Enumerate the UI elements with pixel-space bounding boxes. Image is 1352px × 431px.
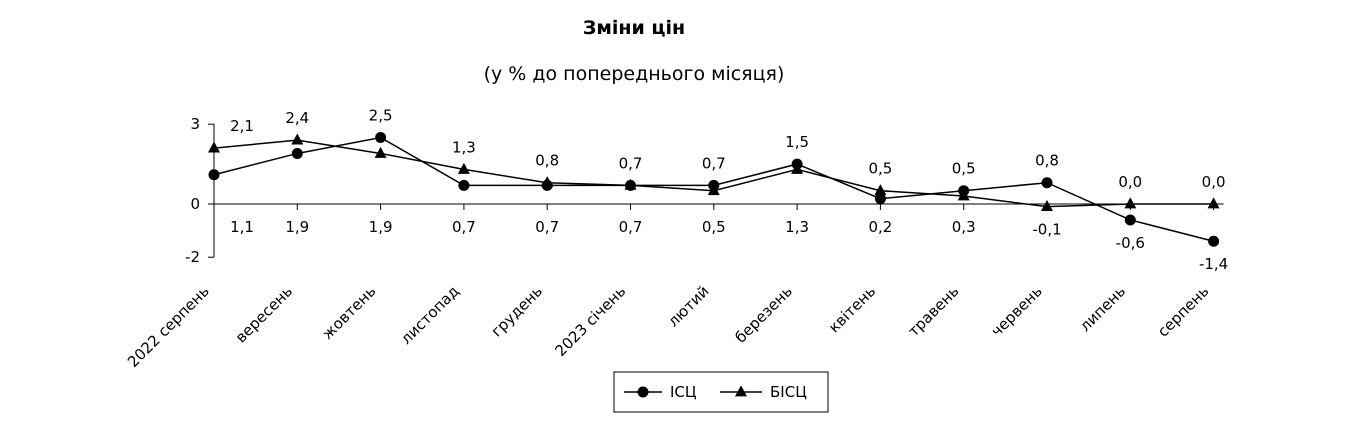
bisc-data-label: 0,8 xyxy=(535,152,559,170)
bisc-data-label: 0,5 xyxy=(868,160,892,178)
chart-title: Зміни цін xyxy=(583,17,685,39)
bisc-point xyxy=(957,189,970,201)
bisc-data-label: 2,4 xyxy=(285,109,309,127)
bisc-data-label: 1,3 xyxy=(785,218,809,236)
bisc-point xyxy=(457,162,470,174)
bisc-data-label: 1,9 xyxy=(369,218,393,236)
isc-point xyxy=(458,179,470,191)
series-line-bisc xyxy=(213,139,1214,208)
chart-subtitle: (у % до попереднього місяця) xyxy=(484,63,785,85)
isc-data-label: 0,7 xyxy=(702,154,726,172)
y-tick-label: -2 xyxy=(185,248,200,266)
bisc-point xyxy=(374,146,387,158)
isc-data-label: 0,7 xyxy=(535,218,559,236)
bisc-data-label: 0,0 xyxy=(1118,173,1142,191)
category-labels: 2022 серпень вересень жовтень листопад груде… xyxy=(124,282,1212,371)
bisc-point xyxy=(791,162,804,174)
bisc-point xyxy=(1124,197,1137,209)
bisc-data-label: 0,3 xyxy=(952,218,976,236)
isc-data-label: 0,7 xyxy=(452,218,476,236)
x-category-label: лютий xyxy=(664,282,712,330)
x-category-label: серпень xyxy=(1154,282,1212,340)
isc-point xyxy=(1041,177,1053,189)
bisc-point xyxy=(541,176,554,188)
bisc-data-label: -0,1 xyxy=(1032,221,1061,239)
isc-data-label: 1,5 xyxy=(785,133,809,151)
x-category-label: червень xyxy=(988,282,1046,340)
isc-point xyxy=(375,132,387,143)
bisc-point xyxy=(874,184,887,196)
legend-bisc-marker xyxy=(735,385,747,397)
legend: ІСЦ БІСЦ xyxy=(613,371,829,413)
series-markers xyxy=(208,132,1220,247)
x-category-label: 2022 серпень xyxy=(124,282,213,371)
isc-point xyxy=(1208,235,1220,247)
y-tick-label: 0 xyxy=(190,195,200,213)
bisc-point xyxy=(1207,197,1220,209)
isc-data-label: -1,4 xyxy=(1199,255,1228,273)
isc-data-label: 1,9 xyxy=(285,218,309,236)
legend-isc-marker xyxy=(637,386,649,398)
y-tick-label: 3 xyxy=(190,115,200,133)
x-category-label: квітень xyxy=(825,282,879,336)
isc-data-label: 1,1 xyxy=(230,218,254,236)
x-category-label: вересень xyxy=(232,282,296,346)
x-category-label: грудень xyxy=(488,282,546,340)
bisc-point xyxy=(624,178,637,190)
bisc-point xyxy=(291,133,304,145)
isc-data-label: 0,8 xyxy=(1035,152,1059,170)
x-category-label: липень xyxy=(1076,282,1129,335)
bisc-point xyxy=(208,141,220,153)
bisc-point xyxy=(1041,200,1053,212)
isc-data-label: 0,2 xyxy=(868,218,892,236)
x-category-label: листопад xyxy=(397,282,463,348)
bisc-data-label: 0,0 xyxy=(1202,173,1226,191)
bisc-data-label: 2,1 xyxy=(230,117,254,135)
bisc-point xyxy=(707,184,720,196)
x-category-label: березень xyxy=(732,282,796,346)
isc-point xyxy=(874,193,886,205)
isc-point xyxy=(208,169,220,181)
x-category-label: жовтень xyxy=(319,282,380,343)
legend-bisc-label: БІСЦ xyxy=(770,383,807,401)
isc-data-label: 0,7 xyxy=(619,218,643,236)
x-category-label: травень xyxy=(904,282,962,340)
isc-data-label: -0,6 xyxy=(1116,234,1145,252)
isc-point xyxy=(1124,214,1136,226)
bisc-data-label: 0,7 xyxy=(619,154,643,172)
data-labels: 2,1 1,1 2,4 1,9 2,5 1,9 1,3 0,7 0,8 0,7 0,7 0,7 0,7 0… xyxy=(230,107,1228,274)
bisc-data-label: 1,3 xyxy=(452,138,476,156)
bisc-data-label: 0,5 xyxy=(702,218,726,236)
x-category-label: 2023 січень xyxy=(551,282,629,360)
legend-isc-label: ІСЦ xyxy=(670,383,697,401)
isc-point xyxy=(291,147,303,159)
isc-data-label: 0,5 xyxy=(952,160,976,178)
isc-data-label: 2,5 xyxy=(369,107,393,125)
axes: 3 0 -2 xyxy=(185,115,1224,266)
